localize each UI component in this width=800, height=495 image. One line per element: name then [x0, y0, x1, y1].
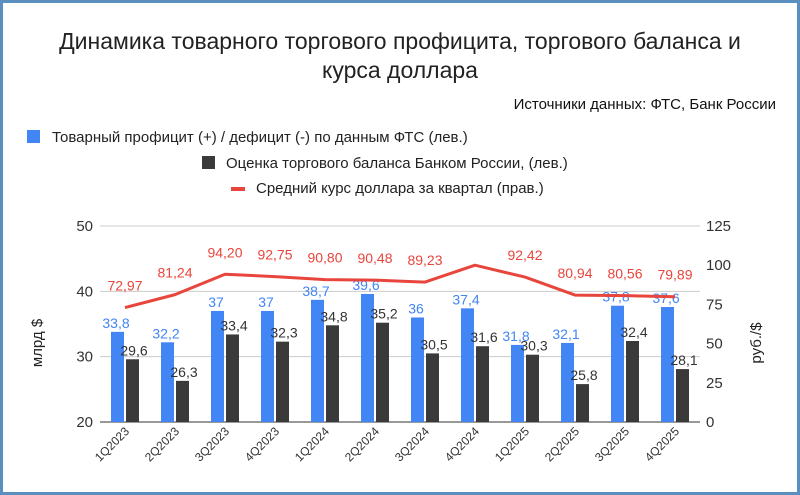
y2-tick-label: 125	[706, 218, 731, 235]
bar-surplus	[311, 299, 324, 422]
legend-label-balance: Оценка торгового баланса Банком России, …	[226, 155, 568, 172]
data-label-usd-rate: 80,94	[557, 265, 592, 281]
data-label-balance: 31,6	[470, 329, 497, 345]
data-label-balance: 25,8	[570, 367, 597, 383]
x-tick-label: 1Q2023	[92, 424, 132, 464]
bar-balance	[376, 322, 389, 422]
x-tick-label: 2Q2025	[542, 424, 582, 464]
chart-title-line-2: курса доллара	[322, 57, 478, 83]
bar-balance	[526, 354, 539, 422]
bar-balance	[426, 353, 439, 422]
chart-title-line-1: Динамика товарного торгового профицита, …	[59, 28, 741, 54]
chart-subtitle: Источники данных: ФТС, Банк России	[514, 96, 776, 113]
data-label-usd-rate: 94,20	[207, 244, 242, 260]
data-label-usd-rate: 90,48	[357, 250, 392, 266]
bar-surplus	[211, 310, 224, 422]
line-usd-rate	[124, 263, 676, 310]
y2-tick-label: 75	[706, 296, 723, 313]
data-label-surplus: 37,4	[452, 291, 479, 307]
bar-surplus	[111, 331, 124, 422]
data-label-usd-rate: 92,42	[507, 247, 542, 263]
y-tick-label: 30	[76, 349, 93, 366]
y-tick-label: 50	[76, 218, 93, 235]
bar-surplus	[561, 342, 574, 422]
data-label-balance: 35,2	[370, 306, 397, 322]
data-label-surplus: 37	[208, 294, 224, 310]
data-label-balance: 32,4	[620, 324, 647, 340]
data-label-usd-rate: 89,23	[407, 252, 442, 268]
x-tick-label: 1Q2025	[492, 424, 532, 464]
bar-balance	[676, 369, 689, 422]
legend-swatch-balance	[202, 156, 215, 169]
data-label-balance: 34,8	[320, 308, 347, 324]
y-axis-label: млрд $	[29, 318, 46, 367]
data-label-balance: 29,6	[120, 342, 147, 358]
bar-surplus	[661, 307, 674, 422]
data-label-surplus: 31,8	[502, 328, 529, 344]
data-label-surplus: 33,8	[102, 315, 129, 331]
x-tick-label: 4Q2024	[442, 424, 482, 464]
x-tick-label: 1Q2024	[292, 424, 332, 464]
y2-tick-label: 100	[706, 257, 731, 274]
data-label-balance: 30,5	[420, 336, 447, 352]
data-label-balance: 33,4	[220, 317, 247, 333]
data-label-usd-rate: 81,24	[157, 265, 192, 281]
bar-balance	[176, 380, 189, 422]
bar-surplus	[461, 308, 474, 422]
data-label-surplus: 32,2	[152, 325, 179, 341]
data-label-surplus: 36	[408, 300, 424, 316]
data-label-usd-rate: 92,75	[257, 247, 292, 263]
y2-tick-label: 0	[706, 414, 714, 431]
y2-axis-label: руб./$	[748, 322, 765, 364]
x-tick-label: 3Q2024	[392, 424, 432, 464]
bar-balance	[626, 340, 639, 422]
data-label-balance: 28,1	[670, 352, 697, 368]
bar-balance	[576, 384, 589, 422]
bar-balance	[476, 346, 489, 422]
bar-surplus	[411, 317, 424, 422]
x-tick-label: 4Q2023	[242, 424, 282, 464]
y-tick-label: 20	[76, 414, 93, 431]
bar-balance	[326, 325, 339, 422]
legend-swatch-usd-rate	[231, 187, 245, 191]
bar-surplus	[511, 344, 524, 422]
data-label-balance: 26,3	[170, 364, 197, 380]
data-label-balance: 32,3	[270, 325, 297, 341]
y-tick-label: 40	[76, 283, 93, 300]
data-label-usd-rate: 72,97	[107, 278, 142, 294]
bar-surplus	[361, 293, 374, 422]
data-label-surplus: 32,1	[552, 326, 579, 342]
x-tick-label: 2Q2024	[342, 424, 382, 464]
x-tick-label: 4Q2025	[642, 424, 682, 464]
bar-balance	[276, 341, 289, 422]
x-tick-label: 3Q2023	[192, 424, 232, 464]
y2-tick-label: 50	[706, 336, 723, 353]
legend-swatch-surplus	[27, 130, 40, 143]
data-label-usd-rate: 90,80	[307, 250, 342, 266]
bar-surplus	[161, 342, 174, 422]
data-label-balance: 30,3	[520, 338, 547, 354]
data-label-usd-rate: 79,89	[657, 267, 692, 283]
bar-balance	[126, 359, 139, 422]
data-label-surplus: 37	[258, 294, 274, 310]
plot-area: 20 30 40 50 0 25 50 75 100 125 33,8 29,6 1Q2023 32,2 2…	[76, 218, 731, 464]
y2-tick-label: 25	[706, 375, 723, 392]
bar-surplus	[261, 310, 274, 422]
bar-balance	[226, 334, 239, 422]
data-label-surplus: 38,7	[302, 283, 329, 299]
data-label-usd-rate: 80,56	[607, 266, 642, 282]
x-tick-label: 2Q2023	[142, 424, 182, 464]
legend-label-usd-rate: Средний курс доллара за квартал (прав.)	[256, 180, 544, 197]
legend-label-surplus: Товарный профицит (+) / дефицит (-) по д…	[52, 129, 468, 146]
bar-surplus	[611, 305, 624, 422]
x-tick-label: 3Q2025	[592, 424, 632, 464]
